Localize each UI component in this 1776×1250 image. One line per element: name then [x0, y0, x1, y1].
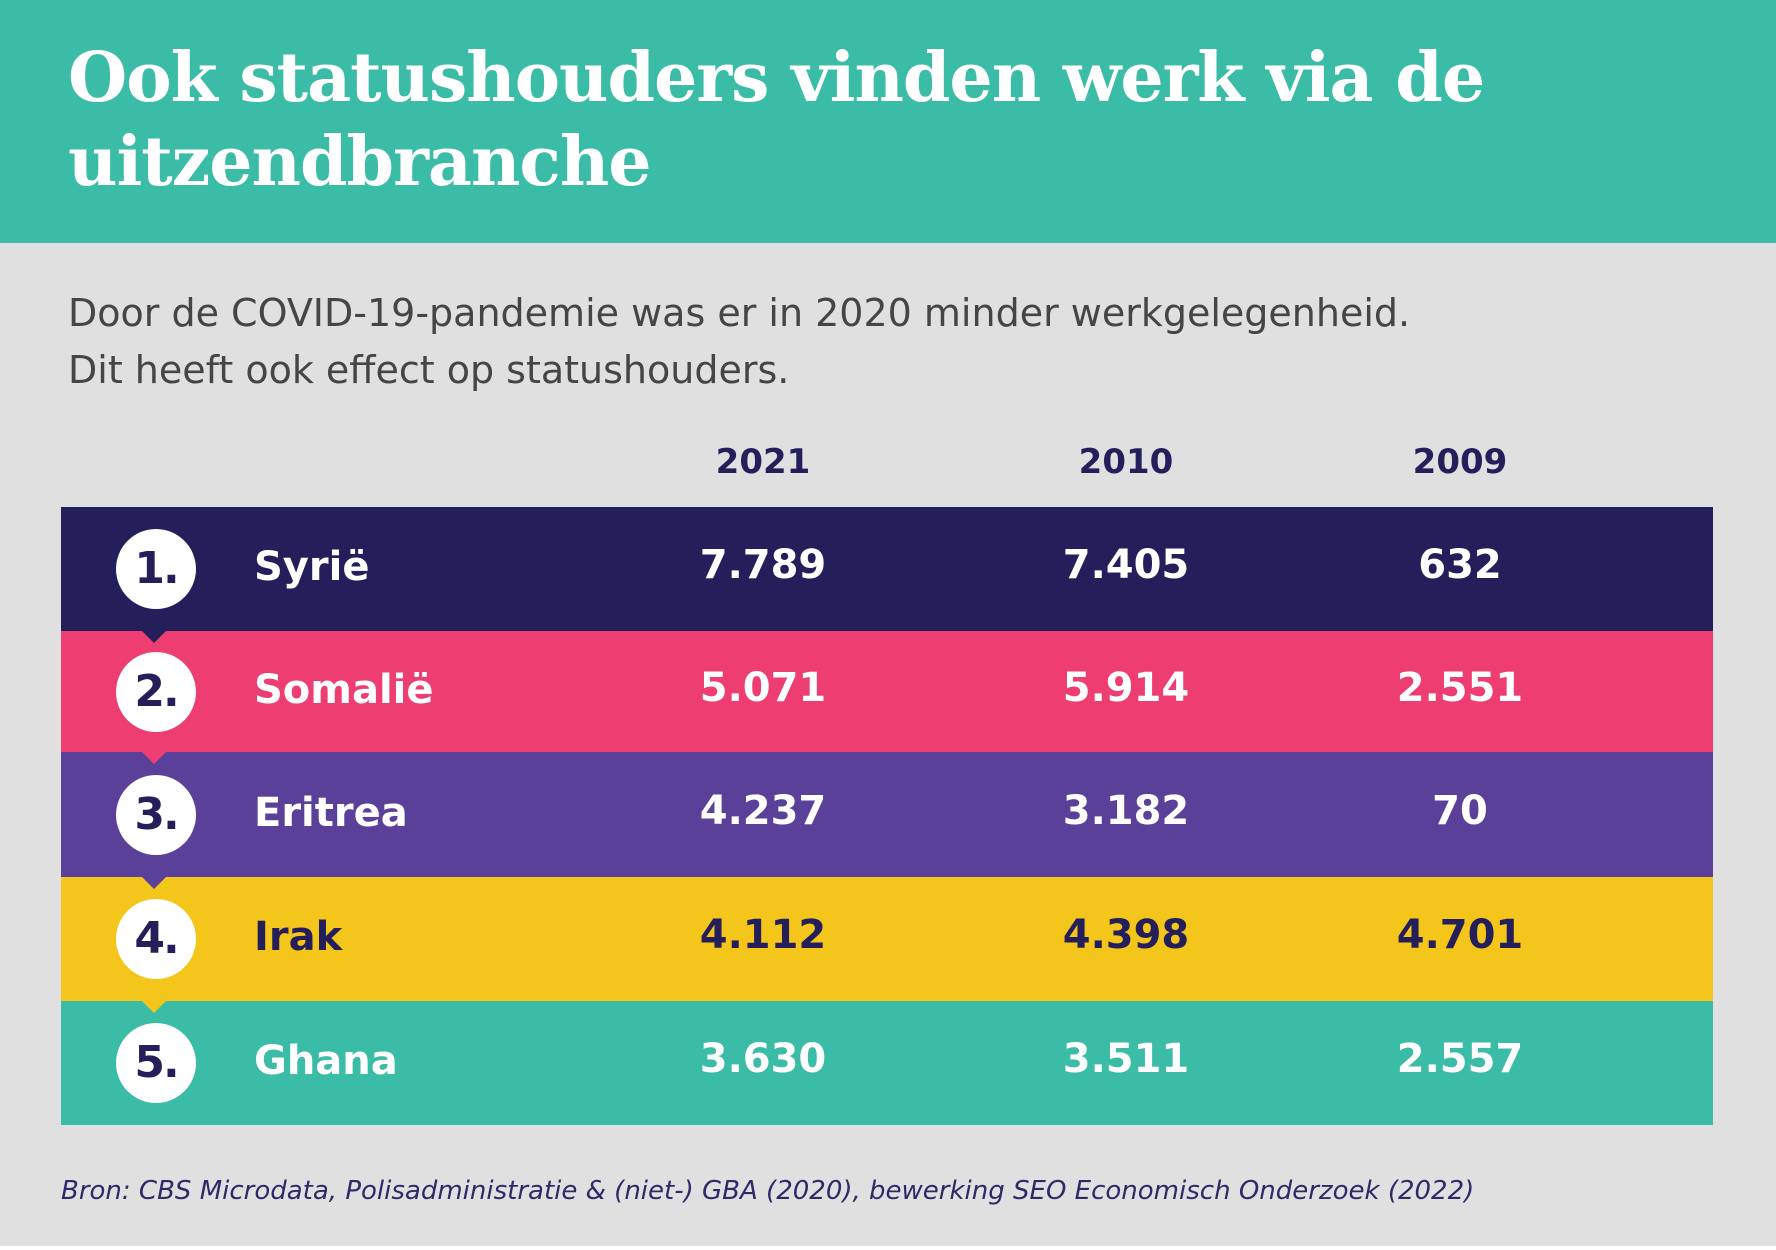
country-label: Irak	[254, 914, 343, 960]
rank-number: 3.	[134, 788, 179, 840]
page-title: Ook statushouders vinden werk via de uit…	[68, 38, 1485, 202]
value-cell-2010: 3.511	[1062, 1036, 1190, 1082]
column-header-2021: 2021	[715, 442, 811, 482]
rank-number: 2.	[134, 665, 179, 717]
value-cell-2009: 4.701	[1396, 912, 1524, 958]
table-row	[61, 1001, 1713, 1125]
rank-number: 1.	[134, 543, 179, 594]
rank-badge: 5.	[116, 1023, 196, 1103]
rank-number: 4.	[134, 913, 179, 964]
value-cell-2021: 7.789	[699, 542, 827, 588]
value-cell-2021: 3.630	[699, 1036, 827, 1082]
value-cell-2009: 632	[1418, 542, 1502, 588]
rank-badge: 4.	[116, 899, 196, 979]
rank-number: 5.	[134, 1037, 179, 1088]
row-pointer	[142, 877, 166, 889]
table-row	[61, 507, 1713, 631]
value-cell-2021: 4.112	[699, 912, 827, 958]
row-pointer	[142, 752, 166, 764]
value-cell-2021: 4.237	[699, 787, 827, 834]
header-banner: Ook statushouders vinden werk via de uit…	[0, 0, 1776, 243]
rank-badge: 2.	[116, 651, 196, 732]
value-cell-2010: 4.398	[1062, 912, 1190, 958]
country-label: Somalië	[254, 666, 434, 713]
intro-line-2: Dit heeft ook effect op statushouders.	[68, 348, 790, 392]
value-cell-2010: 7.405	[1062, 542, 1190, 588]
column-header-2009: 2009	[1412, 442, 1508, 482]
source-note: Bron: CBS Microdata, Polisadministratie …	[61, 1176, 1475, 1206]
intro-line-1: Door de COVID-19-pandemie was er in 2020…	[68, 291, 1411, 335]
value-cell-2009: 2.557	[1396, 1036, 1524, 1082]
rank-badge: 1.	[116, 529, 196, 609]
value-cell-2010: 5.914	[1062, 664, 1190, 711]
country-label: Ghana	[254, 1038, 398, 1084]
table-row	[61, 877, 1713, 1001]
value-cell-2009: 2.551	[1396, 664, 1524, 711]
country-label: Syrië	[254, 544, 370, 590]
column-header-2010: 2010	[1078, 442, 1174, 482]
value-cell-2009: 70	[1432, 787, 1488, 834]
table-row	[61, 631, 1713, 752]
value-cell-2021: 5.071	[699, 664, 827, 711]
row-pointer	[142, 1001, 166, 1013]
table-row	[61, 752, 1713, 877]
value-cell-2010: 3.182	[1062, 787, 1190, 834]
country-label: Eritrea	[254, 789, 408, 836]
row-pointer	[142, 631, 166, 643]
intro-text: Door de COVID-19-pandemie was er in 2020…	[68, 285, 1728, 399]
rank-badge: 3.	[116, 774, 196, 855]
